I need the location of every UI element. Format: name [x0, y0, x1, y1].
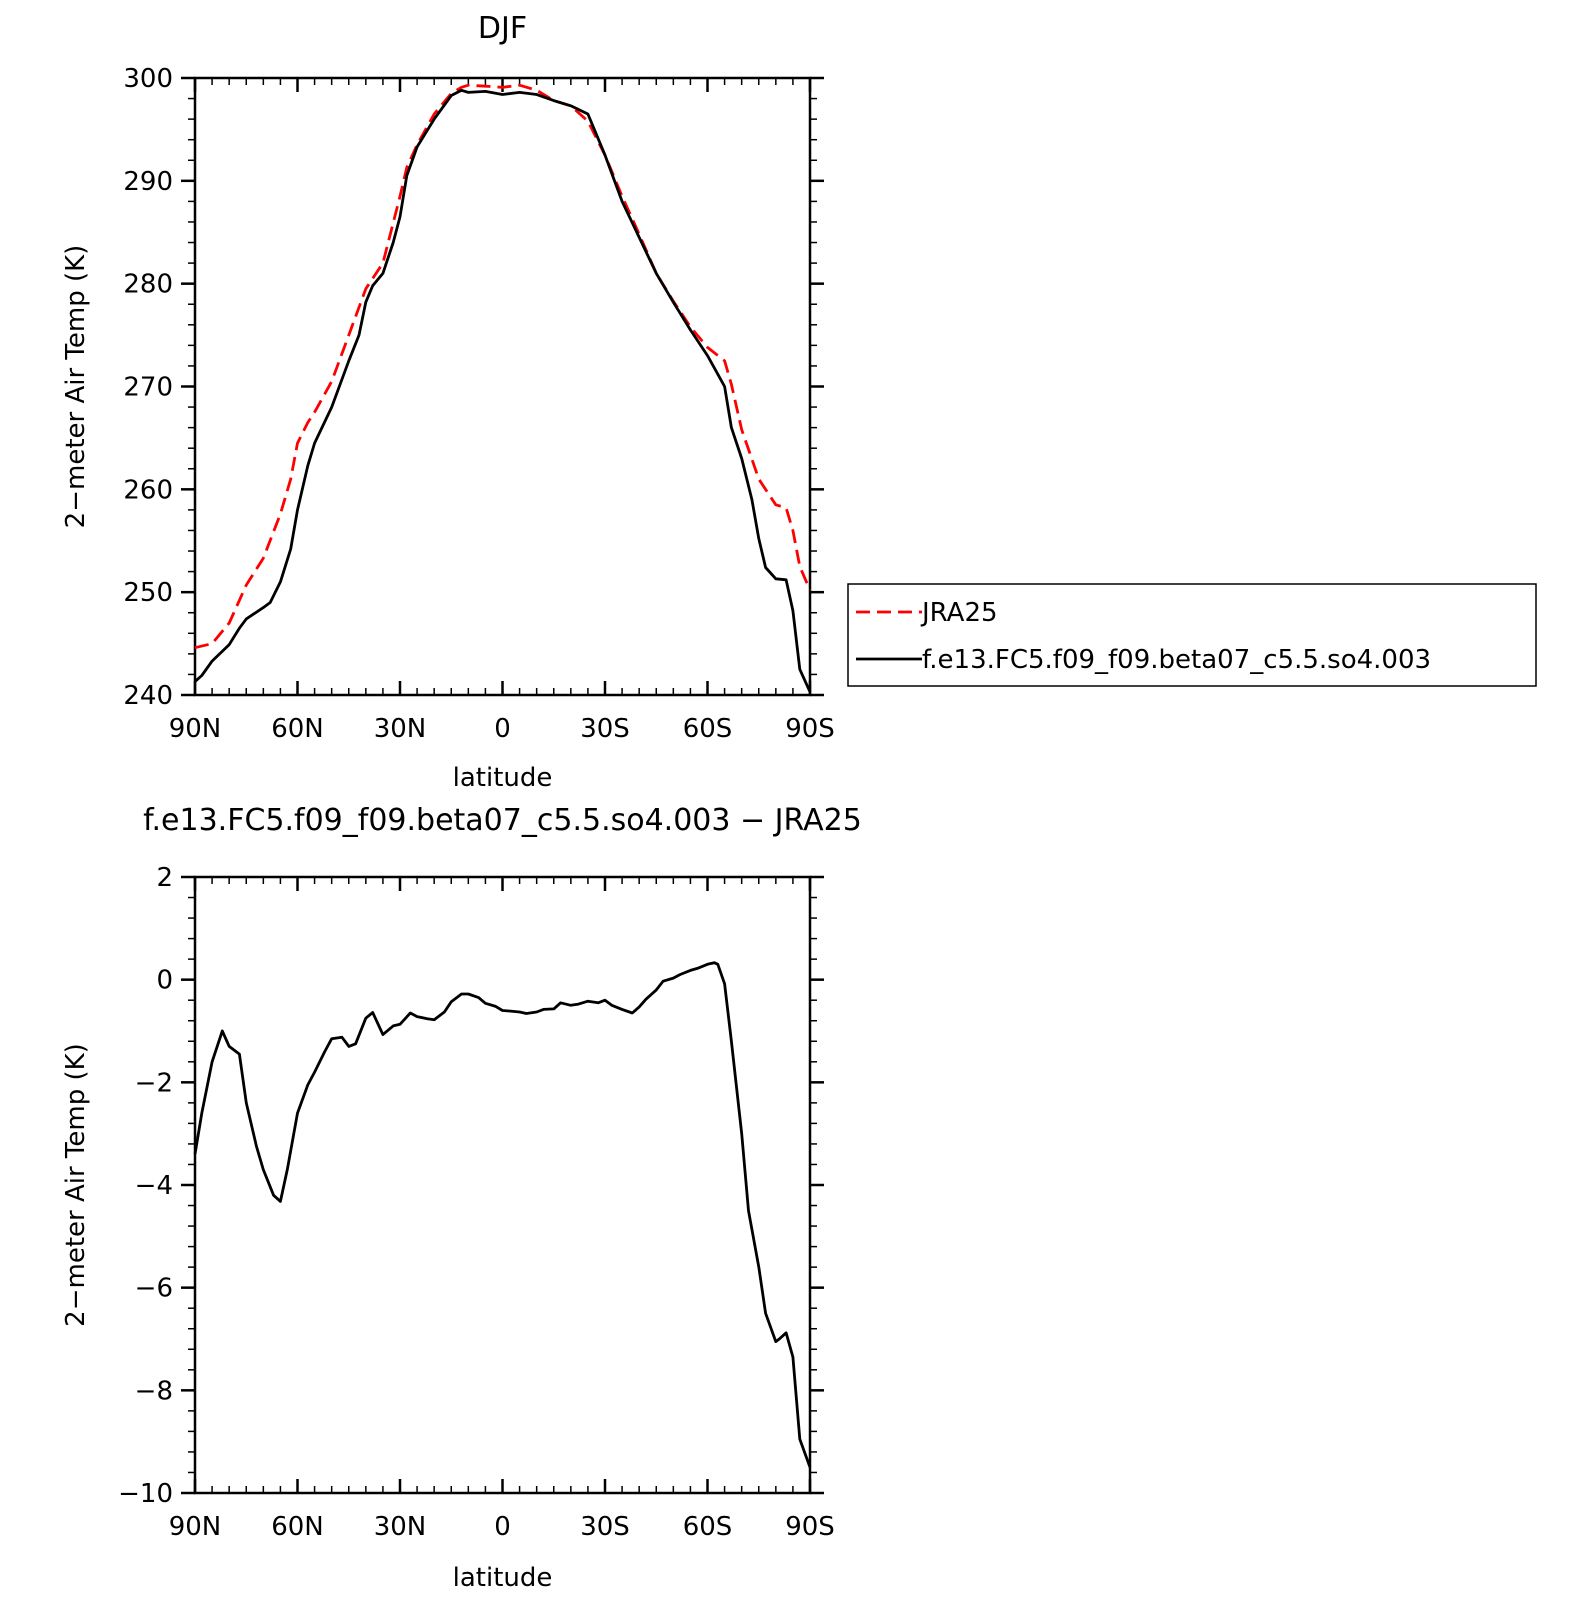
series-line-1	[194, 83, 812, 650]
x-tick-label: 0	[494, 1512, 511, 1542]
x-tick-label: 90N	[169, 714, 222, 744]
x-tick-label: 90S	[785, 1512, 835, 1542]
chart-2: f.e13.FC5.f09_f09.beta07_c5.5.so4.003 − …	[61, 803, 862, 1593]
x-axis-label: latitude	[453, 763, 553, 793]
y-tick-label: −6	[135, 1274, 173, 1304]
y-tick-label: −4	[135, 1171, 173, 1201]
legend-label-2: f.e13.FC5.f09_f09.beta07_c5.5.so4.003	[922, 645, 1431, 675]
x-tick-label: 60S	[683, 714, 733, 744]
x-tick-label: 30N	[374, 714, 427, 744]
y-tick-label: −10	[118, 1479, 173, 1509]
y-tick-label: −8	[135, 1376, 173, 1406]
legend-box	[847, 583, 1537, 687]
y-tick-label: 250	[123, 578, 173, 608]
y-axis-label: 2−meter Air Temp (K)	[61, 1043, 91, 1327]
y-axis-label: 2−meter Air Temp (K)	[61, 245, 91, 529]
x-tick-label: 30S	[580, 714, 630, 744]
x-tick-label: 0	[494, 714, 511, 744]
y-tick-label: 2	[156, 863, 173, 893]
chart-title: DJF	[478, 11, 527, 46]
series-line-1	[193, 961, 812, 1468]
series-line-2	[194, 88, 812, 693]
y-tick-label: −2	[135, 1068, 173, 1098]
y-tick-label: 240	[123, 681, 173, 711]
chart-1: DJF 90N 60N 30N 0 30S 60S 90S 240 250 260 270 280 290…	[61, 11, 1537, 793]
x-tick-label: 30S	[580, 1512, 630, 1542]
chart-title: f.e13.FC5.f09_f09.beta07_c5.5.so4.003 − …	[143, 803, 862, 838]
x-tick-label: 30N	[374, 1512, 427, 1542]
y-tick-label: 300	[123, 64, 173, 94]
x-tick-label: 60N	[271, 714, 324, 744]
x-tick-label: 90S	[785, 714, 835, 744]
x-axis-label: latitude	[453, 1563, 553, 1593]
y-tick-label: 0	[156, 966, 173, 996]
y-tick-label: 260	[123, 475, 173, 505]
y-tick-label: 290	[123, 167, 173, 197]
legend: JRA25 f.e13.FC5.f09_f09.beta07_c5.5.so4.0…	[847, 583, 1537, 687]
x-tick-label: 60S	[683, 1512, 733, 1542]
x-tick-label: 90N	[169, 1512, 222, 1542]
x-tick-label: 60N	[271, 1512, 324, 1542]
y-tick-label: 270	[123, 373, 173, 403]
plot-frame	[193, 875, 812, 1495]
y-tick-label: 280	[123, 270, 173, 300]
plot-frame	[193, 76, 812, 697]
legend-label-1: JRA25	[920, 598, 998, 628]
